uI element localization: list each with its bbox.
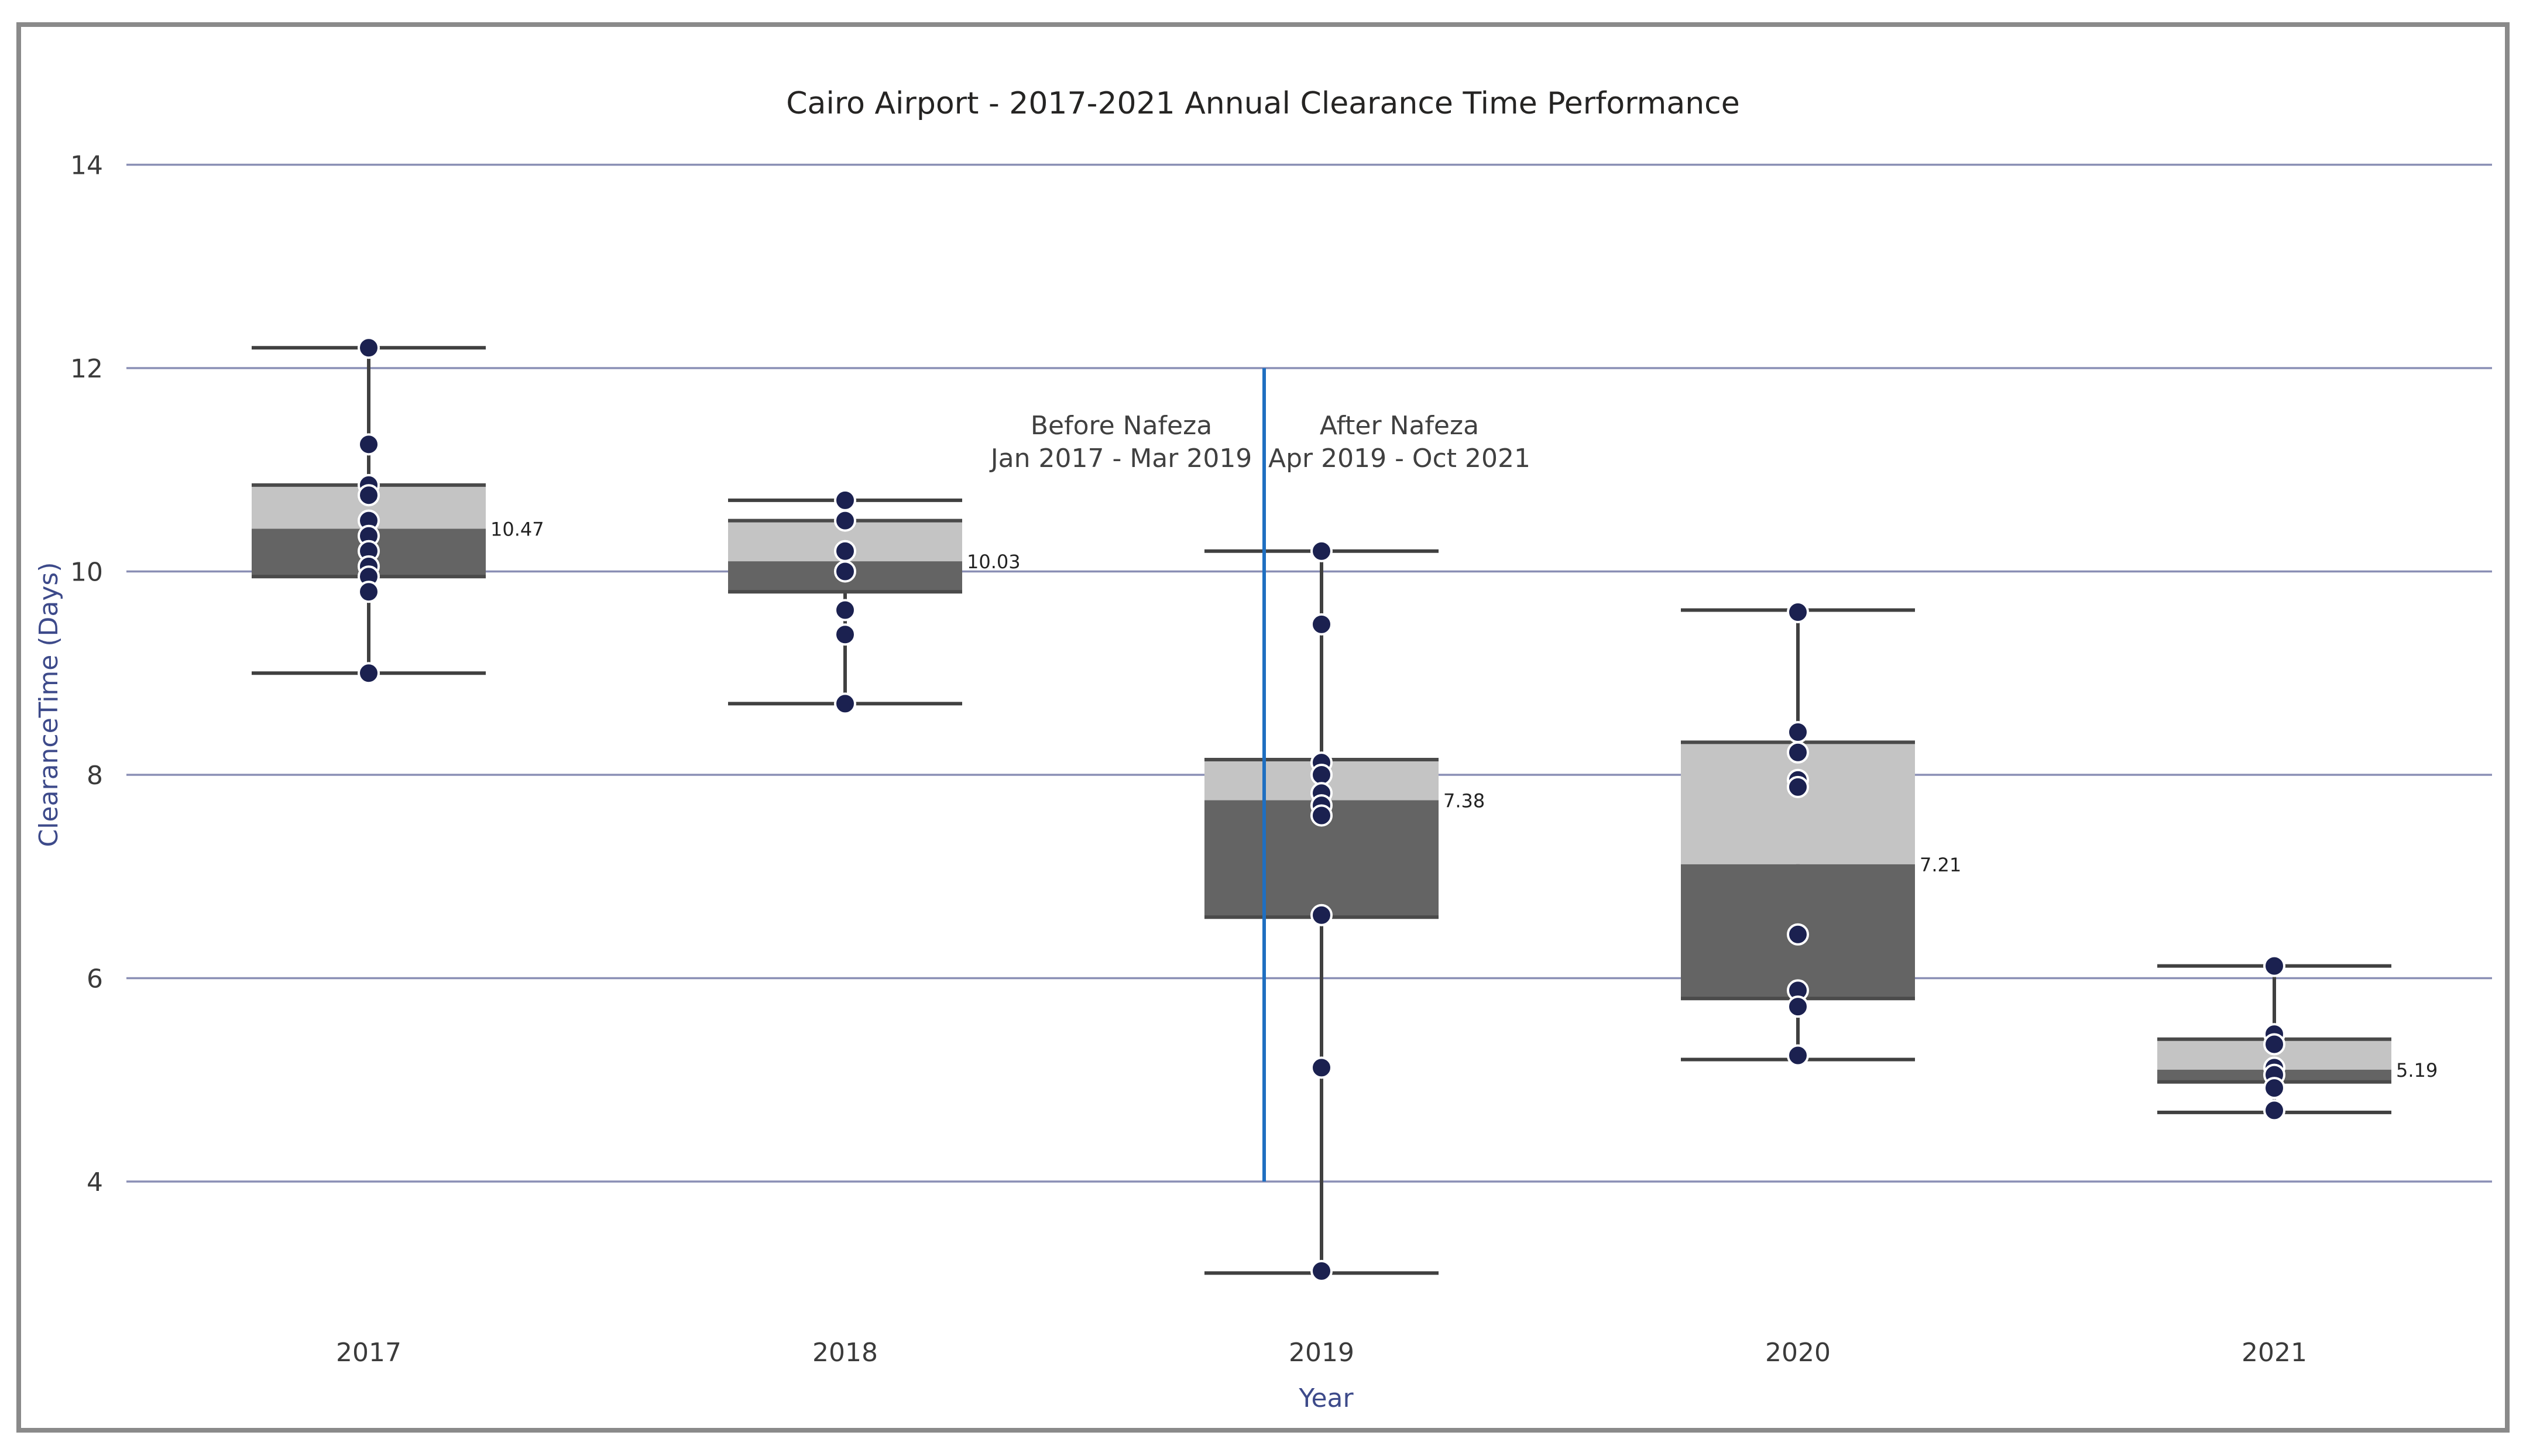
box-2020: 7.21 <box>1681 601 1961 1067</box>
y-tick-label-8: 8 <box>87 761 103 791</box>
data-point <box>1787 741 1809 764</box>
data-point <box>358 433 380 456</box>
y-tick-label-12: 12 <box>70 354 103 384</box>
box-2018: 10.03 <box>728 489 1021 715</box>
data-point <box>1787 995 1809 1018</box>
data-point <box>1787 923 1809 946</box>
data-point <box>1310 804 1333 827</box>
median-label-2017: 10.47 <box>490 518 544 541</box>
median-label-2020: 7.21 <box>1920 854 1961 876</box>
annotation-before-line-2: Jan 2017 - Mar 2019 <box>989 444 1252 473</box>
data-point <box>834 623 856 646</box>
annotation-after-line-2: Apr 2019 - Oct 2021 <box>1268 444 1530 473</box>
x-tick-label-2019: 2019 <box>1289 1338 1354 1368</box>
data-point <box>834 540 856 562</box>
chart-frame: Cairo Airport - 2017-2021 Annual Clearan… <box>16 22 2510 1433</box>
data-point <box>358 581 380 603</box>
y-tick-label-6: 6 <box>87 964 103 994</box>
box-plot-chart: Cairo Airport - 2017-2021 Annual Clearan… <box>34 86 2492 1413</box>
data-point <box>358 484 380 507</box>
data-point <box>834 599 856 621</box>
box-2017: 10.47 <box>252 336 544 685</box>
box-2021: 5.19 <box>2157 954 2438 1122</box>
data-point <box>2263 1099 2285 1122</box>
x-tick-label-2021: 2021 <box>2242 1338 2307 1368</box>
data-point <box>834 509 856 532</box>
data-point <box>2263 1077 2285 1100</box>
data-point <box>1310 1056 1333 1079</box>
annotation-after-line-1: After Nafeza <box>1320 411 1479 441</box>
data-point <box>358 336 380 359</box>
x-axis-title: Year <box>1298 1383 1354 1413</box>
median-label-2019: 7.38 <box>1443 789 1485 812</box>
data-point <box>1310 764 1333 786</box>
box-2019: 7.38 <box>1204 540 1485 1282</box>
data-point <box>1310 613 1333 636</box>
data-point <box>1310 540 1333 562</box>
data-point <box>2263 954 2285 977</box>
x-tick-label-2020: 2020 <box>1765 1338 1831 1368</box>
data-point <box>834 560 856 583</box>
annotation-before-line-1: Before Nafeza <box>1031 411 1212 441</box>
data-point <box>1787 1044 1809 1067</box>
data-point <box>2263 1033 2285 1056</box>
median-label-2018: 10.03 <box>967 551 1021 573</box>
y-axis-title: ClearanceTime (Days) <box>34 562 64 847</box>
chart-title: Cairo Airport - 2017-2021 Annual Clearan… <box>786 86 1740 121</box>
data-point <box>1787 721 1809 744</box>
y-tick-label-10: 10 <box>70 558 103 588</box>
x-tick-label-2018: 2018 <box>812 1338 878 1368</box>
data-point <box>834 692 856 715</box>
x-tick-labels: 2017 2018 2019 2020 2021 <box>336 1338 2307 1368</box>
data-point <box>1310 904 1333 926</box>
y-tick-labels: 4 6 8 10 12 14 <box>70 151 103 1198</box>
data-point <box>1787 775 1809 798</box>
x-tick-label-2017: 2017 <box>336 1338 401 1368</box>
data-point <box>1310 1259 1333 1282</box>
annotations: Before Nafeza Jan 2017 - Mar 2019 After Na… <box>989 411 1530 473</box>
data-point <box>834 489 856 511</box>
data-point <box>1787 601 1809 623</box>
median-label-2021: 5.19 <box>2396 1059 2438 1081</box>
data-point <box>358 662 380 685</box>
y-tick-label-4: 4 <box>87 1167 103 1197</box>
y-tick-label-14: 14 <box>70 151 103 181</box>
box-series: 10.47 10.03 7.38 7.21 5.19 <box>252 336 2438 1282</box>
